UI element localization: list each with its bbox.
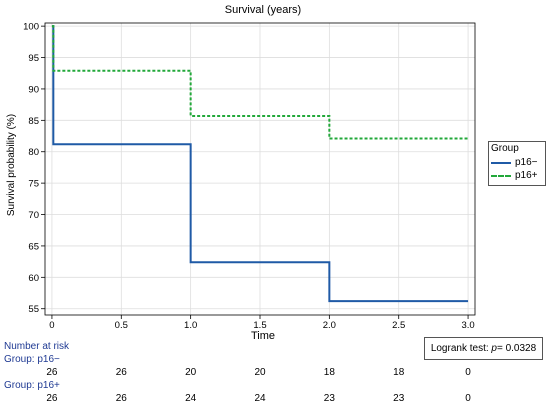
legend-title: Group — [491, 143, 519, 154]
y-tick-label: 55 — [28, 304, 39, 315]
risk-count: 18 — [323, 367, 335, 378]
risk-count: 26 — [46, 393, 58, 404]
chart-title: Survival (years) — [225, 4, 301, 16]
y-tick-label: 60 — [28, 273, 39, 284]
risk-count: 23 — [323, 393, 335, 404]
y-tick-label: 75 — [28, 179, 39, 190]
logrank-box: Logrank test: p= 0.0328 — [424, 337, 543, 360]
risk-count: 20 — [254, 367, 266, 378]
logrank-p-symbol: p — [491, 343, 497, 354]
risk-count: 20 — [185, 367, 197, 378]
risk-count: 0 — [465, 367, 471, 378]
y-tick-label: 85 — [28, 116, 39, 127]
y-tick-label: 95 — [28, 53, 39, 64]
x-tick-label: 2.0 — [323, 320, 336, 331]
risk-count: 18 — [393, 367, 405, 378]
y-tick-label: 65 — [28, 241, 39, 252]
series-lines — [51, 25, 469, 303]
legend: Group p16− p16+ — [488, 141, 546, 186]
legend-label: p16− — [515, 157, 538, 168]
y-tick-label: 80 — [28, 147, 39, 158]
x-tick-label: 0 — [49, 320, 54, 331]
x-tick-label: 1.5 — [253, 320, 266, 331]
risk-group-label: Group: p16+ — [4, 380, 60, 391]
risk-count: 0 — [465, 393, 471, 404]
logrank-prefix: Logrank test: — [430, 343, 492, 354]
y-tick-label: 70 — [28, 210, 39, 221]
x-axis-label: Time — [251, 330, 275, 340]
risk-table-header: Number at risk — [4, 341, 70, 352]
x-tick-label: 3.0 — [461, 320, 474, 331]
risk-count: 23 — [393, 393, 405, 404]
x-tick-label: 2.5 — [392, 320, 405, 331]
legend-item-p16-plus: p16+ — [491, 170, 538, 181]
legend-swatch-solid — [491, 161, 511, 164]
risk-group-label: Group: p16− — [4, 354, 60, 365]
legend-label: p16+ — [515, 170, 538, 181]
y-axis-label: Survival probability (%) — [6, 114, 17, 216]
x-tick-label: 1.0 — [184, 320, 197, 331]
survival-chart: Survival (years) 0 0.5 1.0 1.5 2.0 2.5 3.0 55 60… — [6, 4, 476, 340]
legend-swatch-dashed — [491, 174, 511, 177]
legend-item-p16-minus: p16− — [491, 157, 538, 168]
risk-count: 26 — [46, 367, 58, 378]
x-tick-label: 0.5 — [115, 320, 128, 331]
risk-count: 24 — [254, 393, 266, 404]
risk-count: 26 — [115, 393, 127, 404]
risk-count: 24 — [185, 393, 197, 404]
grid-lines — [45, 23, 475, 315]
risk-count: 26 — [115, 367, 127, 378]
logrank-value: = 0.0328 — [496, 343, 537, 354]
axis-ticks: 0 0.5 1.0 1.5 2.0 2.5 3.0 55 60 65 70 75 80 85 90 95 100 — [23, 22, 475, 331]
y-tick-label: 100 — [23, 22, 39, 33]
y-tick-label: 90 — [28, 84, 39, 95]
series-line-p16-plus — [51, 25, 469, 140]
